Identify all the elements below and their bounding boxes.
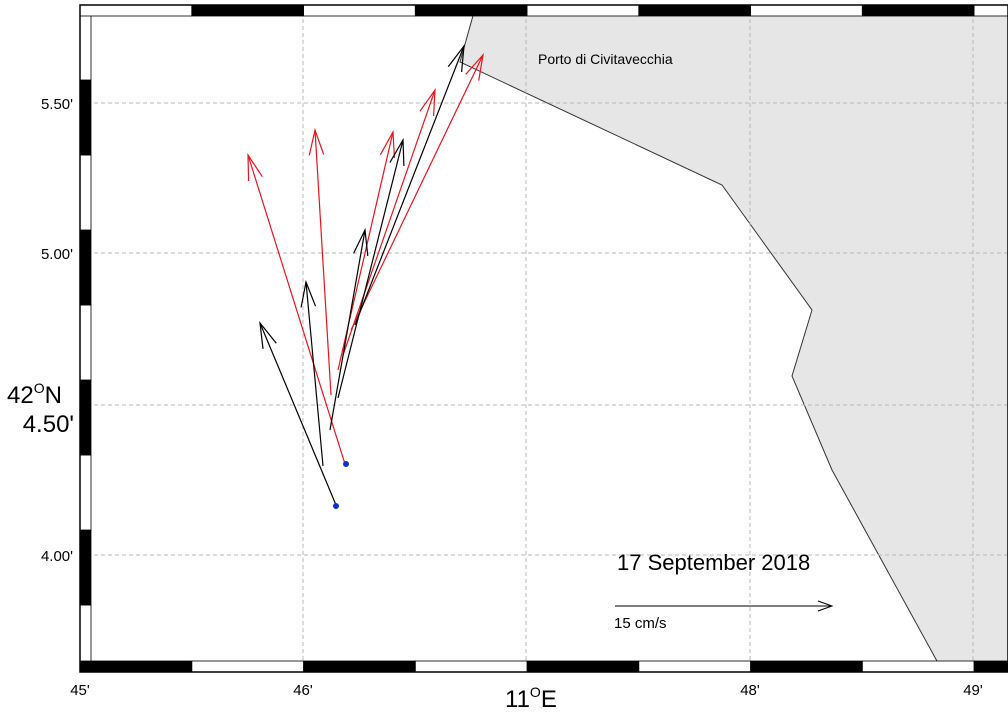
frame-segment: [973, 660, 1008, 673]
coastline: [459, 4, 944, 673]
current-vector-arrow: [354, 43, 465, 326]
x-tick-label: 48': [740, 682, 760, 699]
frame-segment: [973, 4, 1008, 17]
frame-segment: [79, 379, 92, 456]
x-tick-label: 49': [963, 682, 983, 699]
gridlines: [80, 5, 1008, 672]
map-frame: [79, 4, 1008, 673]
frame-segment: [79, 454, 92, 531]
current-vector-arrow: [337, 137, 405, 399]
current-vector-arrow: [259, 320, 337, 506]
frame-segment: [750, 660, 863, 673]
latitude-minutes-label: 4.50': [23, 411, 74, 438]
frame-segment: [191, 660, 304, 673]
frame-segment: [303, 4, 416, 17]
current-vector-arrow: [300, 279, 324, 467]
frame-segment: [638, 4, 751, 17]
current-vectors: [247, 43, 484, 506]
y-tick-label: 5.50': [41, 96, 73, 113]
current-vector-arrow: [329, 227, 369, 431]
frame-segment: [79, 4, 193, 17]
frame-segment: [79, 154, 92, 231]
frame-segment: [526, 4, 640, 17]
land-area: [460, 5, 1008, 672]
scale-label: 15 cm/s: [614, 615, 667, 632]
frame-segment: [79, 79, 92, 156]
frame-segment: [79, 660, 193, 673]
frame-segment: [414, 4, 528, 17]
current-vector-arrow: [350, 53, 484, 331]
frame-segment: [79, 229, 92, 306]
frame-segment: [861, 660, 975, 673]
y-tick-label: 4.00': [41, 548, 73, 565]
longitude-label: 11OE: [505, 684, 557, 713]
frame-segment: [638, 660, 751, 673]
current-vector-arrow: [308, 127, 332, 396]
port-label: Porto di Civitavecchia: [538, 51, 673, 67]
release-point-2: [343, 461, 349, 467]
frame-segment: [191, 4, 304, 17]
x-tick-label: 46': [293, 682, 313, 699]
x-tick-label: 45': [70, 682, 90, 699]
frame-segment: [79, 304, 92, 381]
frame-segment: [750, 4, 863, 17]
current-vector-arrow: [247, 152, 346, 465]
y-tick-label: 5.00': [41, 246, 73, 263]
scale-arrow: [615, 600, 834, 612]
frame-segment: [303, 660, 416, 673]
frame-segment: [79, 529, 92, 606]
date-label: 17 September 2018: [617, 550, 810, 575]
latitude-label: 42ON: [7, 380, 62, 409]
frame-segment: [526, 660, 640, 673]
frame-segment: [861, 4, 975, 17]
current-vector-arrow: [342, 87, 436, 356]
frame-segment: [414, 660, 528, 673]
release-point-1: [333, 503, 339, 509]
